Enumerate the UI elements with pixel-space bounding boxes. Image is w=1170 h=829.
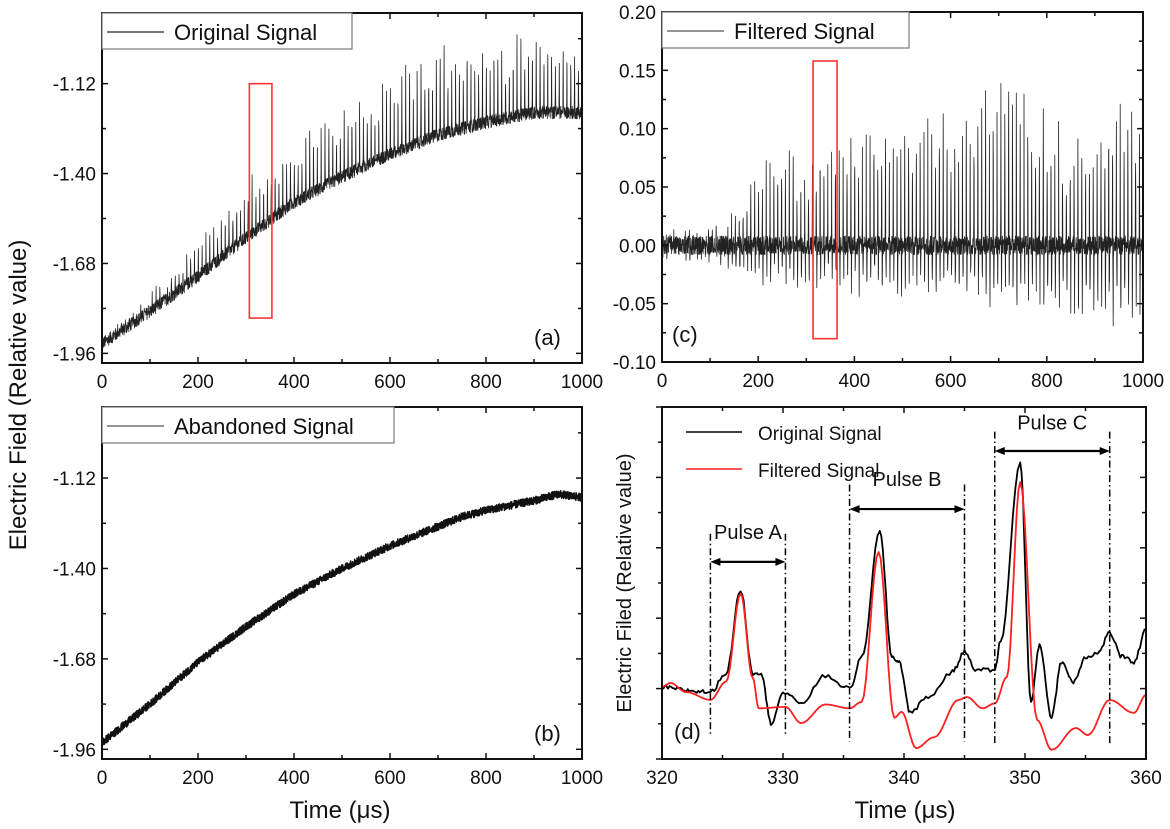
y-tick-label: 0.20 — [619, 3, 656, 24]
legend-label: Abandoned Signal — [174, 414, 354, 439]
series-original-signal — [102, 34, 582, 348]
panel-tag: (b) — [534, 721, 561, 746]
panel-tag: (c) — [672, 322, 698, 347]
x-axis-label-left: Time (μs) — [290, 797, 391, 824]
x-tick-label: 600 — [374, 372, 406, 393]
x-tick-label: 0 — [97, 372, 108, 393]
series-filtered-signal — [662, 83, 1143, 327]
plot-area — [102, 34, 582, 348]
arrowhead-right-icon — [1099, 447, 1110, 455]
highlight-rect — [812, 60, 838, 340]
axes-frame — [661, 406, 1147, 760]
y-tick-label: -0.10 — [613, 353, 656, 374]
panel-c: 0 200 400 600 800 1000 -0.10 -0.05 0.00 0.05 0.10 0… — [613, 3, 1164, 392]
panel-tag: (a) — [534, 325, 561, 350]
panel-a: 0 200 400 600 800 1000 -1.96 -1.68 -1.40 -1.12 Ori… — [53, 12, 603, 393]
x-tick-label: 340 — [888, 768, 920, 789]
y-tick-label: 0.15 — [619, 61, 656, 82]
y-tick-label: 0.10 — [619, 120, 656, 141]
series-original-signal — [662, 461, 1146, 726]
y-tick-label: -1.68 — [53, 254, 96, 275]
x-tick-label: 1000 — [1122, 371, 1164, 392]
y-tick-label: -1.40 — [53, 165, 96, 186]
x-tick-label: 360 — [1130, 768, 1162, 789]
x-tick-label: 0 — [97, 768, 108, 789]
pulse-annotation-pulse-a: Pulse A — [709, 522, 787, 735]
highlight-rect — [248, 82, 273, 319]
legend-label: Original Signal — [174, 20, 317, 45]
axes-frame — [101, 406, 583, 760]
y-tick-label: -1.68 — [53, 650, 96, 671]
x-tick-label: 400 — [278, 372, 310, 393]
y-tick-label: -1.12 — [53, 75, 96, 96]
y-tick-label: -0.05 — [613, 295, 656, 316]
x-tick-label: 350 — [1009, 768, 1041, 789]
x-tick-label: 1000 — [561, 372, 603, 393]
legend-label: Filtered Signal — [758, 461, 879, 482]
arrowhead-right-icon — [954, 505, 965, 514]
y-tick-label: 0.00 — [619, 236, 656, 257]
x-tick-label: 600 — [935, 371, 967, 392]
legend-box — [661, 11, 910, 49]
x-tick-label: 400 — [839, 371, 871, 392]
axes-frame — [101, 12, 583, 364]
legend-box — [101, 12, 353, 50]
plot-area — [102, 490, 582, 747]
plot-area — [662, 461, 1146, 751]
arrowhead-left-icon — [849, 505, 860, 514]
x-tick-label: 800 — [1031, 371, 1063, 392]
x-tick-label: 200 — [742, 371, 774, 392]
pulse-annotation-pulse-b: Pulse B — [848, 469, 966, 742]
y-tick-label: -1.40 — [53, 559, 96, 580]
x-tick-label: 600 — [374, 768, 406, 789]
plot-area — [662, 83, 1143, 327]
x-tick-label: 0 — [657, 371, 668, 392]
x-tick-label: 400 — [278, 768, 310, 789]
pulse-annotation-pulse-c: Pulse C — [994, 413, 1111, 745]
x-tick-label: 200 — [182, 768, 214, 789]
x-axis-label-right: Time (μs) — [855, 797, 956, 824]
series-filtered-signal — [662, 481, 1146, 751]
arrowhead-right-icon — [775, 557, 786, 566]
legend-box — [101, 406, 395, 444]
panel-tag: (d) — [674, 719, 701, 744]
x-tick-label: 800 — [470, 768, 502, 789]
x-tick-label: 320 — [646, 768, 678, 789]
x-tick-label: 1000 — [561, 768, 603, 789]
arrowhead-left-icon — [710, 557, 721, 566]
pulse-label: Pulse B — [873, 469, 942, 491]
arrowhead-left-icon — [994, 447, 1005, 455]
series-abandoned-signal — [102, 490, 582, 747]
y-tick-label: -1.96 — [53, 740, 96, 761]
x-tick-label: 330 — [767, 768, 799, 789]
panel-b: 0 200 400 600 800 1000 -1.96 -1.68 -1.40 -1.12 Aba… — [53, 406, 603, 789]
x-tick-label: 800 — [470, 372, 502, 393]
x-tick-label: 200 — [182, 372, 214, 393]
shared-y-axis-label: Electric Field (Relative value) — [5, 240, 32, 551]
y-tick-label: -1.96 — [53, 344, 96, 365]
legend-label: Filtered Signal — [734, 19, 875, 44]
y-tick-label: 0.05 — [619, 178, 656, 199]
pulse-label: Pulse A — [714, 522, 782, 544]
panel-d: Pulse A Pulse B Pulse C 320 330 340 350 360 Orig… — [646, 406, 1162, 789]
panel-d-y-axis-label: Electric Filed (Relative value) — [614, 454, 636, 713]
pulse-label: Pulse C — [1017, 413, 1087, 435]
legend-label: Original Signal — [758, 424, 882, 445]
y-tick-label: -1.12 — [53, 469, 96, 490]
